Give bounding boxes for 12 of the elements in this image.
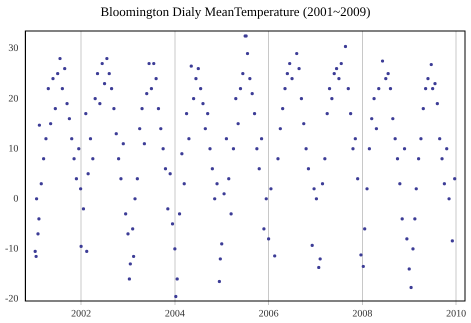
x-tick-label: 2008 <box>352 308 372 320</box>
y-tick-label: -20 <box>4 294 18 305</box>
y-tick-label: 10 <box>8 143 18 154</box>
chart-title: Bloomington Dialy MeanTemperature (2001~2009) <box>99 3 372 21</box>
y-tick-label: 0 <box>13 193 18 204</box>
y-tick-label: -10 <box>4 244 18 255</box>
x-tick-label: 2004 <box>164 308 185 320</box>
x-tick-label: 2006 <box>258 308 279 320</box>
x-tick-label: 2010 <box>446 308 466 320</box>
y-tick-label: 20 <box>8 93 18 104</box>
x-tick-label: 2002 <box>71 308 92 320</box>
y-tick-label: 30 <box>8 43 18 54</box>
